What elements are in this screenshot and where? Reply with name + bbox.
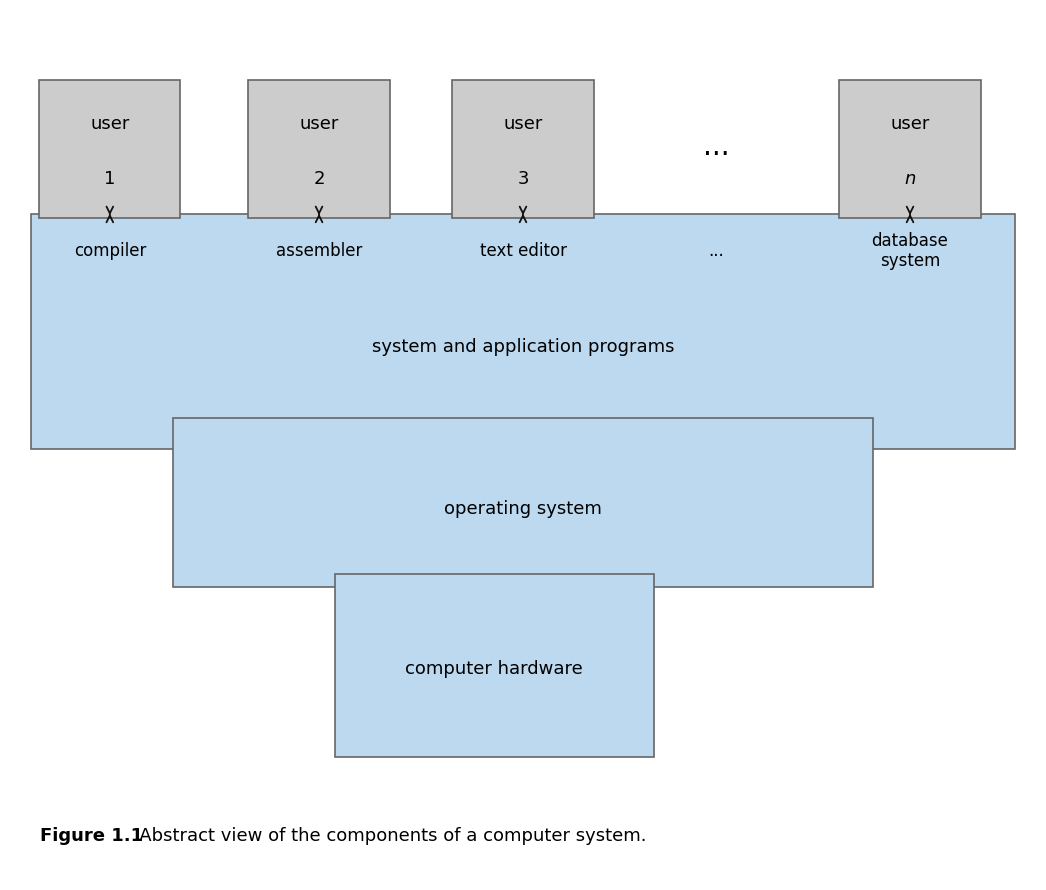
Text: text editor: text editor [479, 242, 567, 260]
Text: operating system: operating system [445, 500, 601, 518]
Text: assembler: assembler [276, 242, 362, 260]
Bar [249, 80, 389, 218]
Bar [31, 214, 1015, 449]
Bar [39, 80, 180, 218]
Bar [452, 80, 594, 218]
Text: database
system: database system [871, 231, 949, 271]
Text: compiler: compiler [73, 242, 146, 260]
Text: Abstract view of the components of a computer system.: Abstract view of the components of a com… [122, 827, 646, 845]
Text: computer hardware: computer hardware [406, 660, 583, 678]
Text: n: n [905, 170, 915, 189]
Text: 1: 1 [105, 170, 115, 189]
Text: 3: 3 [518, 170, 528, 189]
Text: user: user [503, 115, 543, 134]
Text: Figure 1.1: Figure 1.1 [40, 827, 143, 845]
Text: user: user [890, 115, 930, 134]
Bar [839, 80, 981, 218]
Text: 2: 2 [314, 170, 324, 189]
Text: ...: ... [703, 133, 730, 161]
Bar [335, 574, 654, 756]
Text: ...: ... [708, 242, 725, 260]
Text: user: user [299, 115, 339, 134]
Text: system and application programs: system and application programs [371, 338, 675, 356]
Text: user: user [90, 115, 130, 134]
Bar [173, 418, 873, 587]
